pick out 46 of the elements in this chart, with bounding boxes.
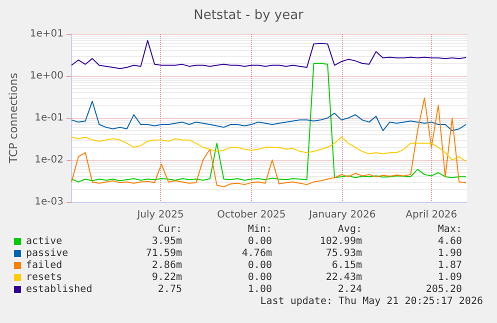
text: 0.00 <box>246 236 272 247</box>
text: 2.75 <box>156 284 182 295</box>
text: 0.00 <box>246 272 272 283</box>
y-tick-label: 1e-03 <box>34 196 64 208</box>
text: Max: <box>436 224 462 235</box>
line-series <box>71 100 467 132</box>
y-axis-title: TCP connections <box>7 72 20 164</box>
text: Min: <box>246 224 272 235</box>
y-tick-label: 1e-02 <box>34 154 64 166</box>
text: Cur: <box>156 224 182 235</box>
legend-label: resets <box>26 272 62 283</box>
text: 3.95m <box>150 236 182 247</box>
x-tick-label: April 2026 <box>406 210 458 220</box>
text: 1.90 <box>436 248 462 259</box>
text: Avg: <box>336 224 362 235</box>
x-tick-label: January 2026 <box>308 210 376 220</box>
line-series <box>71 62 467 182</box>
y-tick-label: 1e+00 <box>30 70 64 82</box>
chart-title: Netstat - by year <box>194 8 304 23</box>
text: 75.93m <box>324 248 362 259</box>
text: 1.00 <box>246 284 272 295</box>
y-tick-label: 1e+01 <box>30 28 64 40</box>
line-series <box>71 40 467 70</box>
x-tick-label: October 2025 <box>217 210 286 220</box>
legend-label: active <box>26 236 62 247</box>
text: 4.60 <box>436 236 462 247</box>
text: 205.20 <box>424 284 462 295</box>
legend-label: passive <box>26 248 68 259</box>
line-series <box>71 136 467 162</box>
legend-label: established <box>26 284 92 295</box>
legend-label: failed <box>26 260 62 271</box>
line-series <box>71 97 467 188</box>
text: 2.24 <box>336 284 362 295</box>
text: 0.00 <box>246 260 272 271</box>
text: 1.09 <box>436 272 462 283</box>
x-tick-label: July 2025 <box>136 210 184 220</box>
text: 2.86m <box>150 260 182 271</box>
text: 9.22m <box>150 272 182 283</box>
text: 22.43m <box>324 272 362 283</box>
y-tick-label: 1e-01 <box>34 112 64 124</box>
text: 71.59m <box>144 248 182 259</box>
text: 6.15m <box>330 260 362 271</box>
text: 4.76m <box>240 248 272 259</box>
text: Last update: Thu May 21 20:25:17 2026 <box>260 296 483 307</box>
text: 102.99m <box>318 236 362 247</box>
text: 1.87 <box>436 260 462 271</box>
